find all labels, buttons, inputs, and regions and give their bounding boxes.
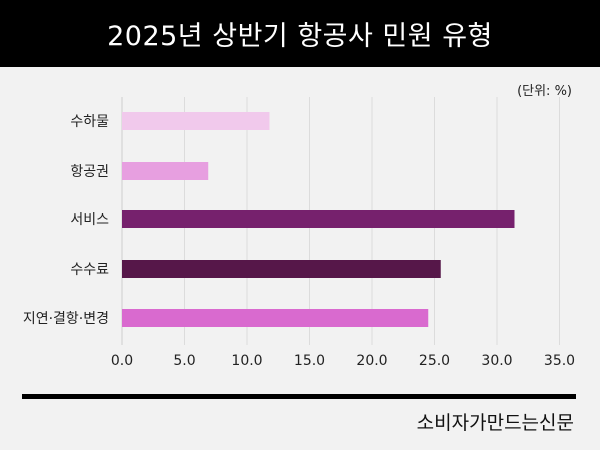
source-label: 소비자가만드는신문: [416, 412, 574, 434]
chart-bars: [122, 112, 515, 327]
x-tick-label: 15.0: [294, 353, 325, 369]
x-tick-label: 0.0: [111, 353, 133, 369]
bar: [122, 112, 270, 130]
bar: [122, 260, 441, 278]
category-label: 지연·결항·변경: [23, 311, 109, 327]
bar: [122, 210, 515, 228]
x-tick-label: 25.0: [419, 353, 450, 369]
x-tick-label: 30.0: [481, 353, 512, 369]
page-title: 2025년 상반기 항공사 민원 유형: [107, 21, 493, 52]
bar: [122, 309, 429, 327]
chart-x-tick-labels: 0.0 5.0 10.0 15.0 20.0 25.0 30.0 35.0: [111, 353, 575, 369]
x-tick-label: 10.0: [231, 353, 262, 369]
x-tick-label: 5.0: [173, 353, 195, 369]
category-label: 서비스: [70, 212, 109, 228]
x-tick-label: 20.0: [356, 353, 387, 369]
category-label: 수하물: [70, 114, 109, 130]
footer-divider: [22, 394, 576, 399]
category-label: 수수료: [70, 262, 109, 278]
x-tick-label: 35.0: [544, 353, 575, 369]
bar: [122, 162, 209, 180]
category-label: 항공권: [70, 164, 109, 180]
unit-label: (단위: %): [517, 84, 572, 99]
title-bar: 2025년 상반기 항공사 민원 유형: [0, 0, 600, 67]
